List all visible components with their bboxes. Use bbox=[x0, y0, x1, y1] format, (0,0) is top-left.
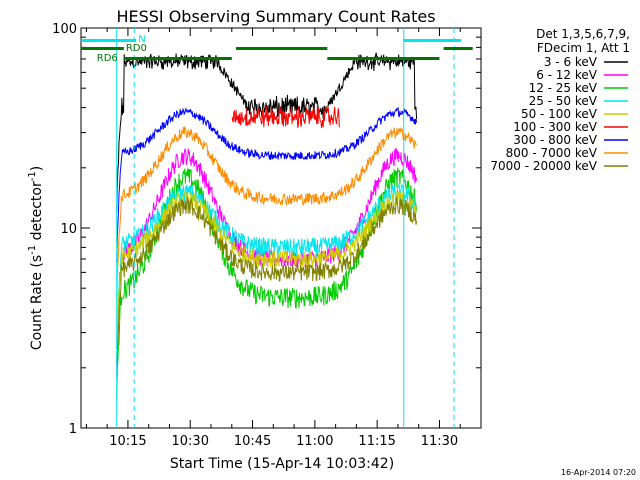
legend-item-label: 800 - 7000 keV bbox=[506, 146, 598, 160]
cyan-bar-right bbox=[403, 39, 461, 42]
y-axis-label-group: Count Rate (s-1 detector-1) bbox=[27, 166, 45, 350]
series-line bbox=[116, 167, 418, 401]
y-tick-label: 10 bbox=[60, 222, 77, 237]
n-label: N bbox=[138, 34, 145, 45]
rd-green-bar bbox=[397, 57, 440, 60]
y-axis-label-sup: -1 bbox=[27, 245, 38, 255]
rd-green-bar bbox=[81, 47, 124, 50]
x-axis-ticks: 10:15 10:30 10:45 11:00 11:15 11:30 bbox=[85, 28, 461, 449]
legend-header-line-2: FDecim 1, Att 1 bbox=[537, 41, 630, 55]
y-tick-label: 100 bbox=[52, 22, 77, 37]
y-axis-ticks: 1 10 100 bbox=[52, 22, 481, 437]
rd-green-bar bbox=[443, 47, 473, 50]
y-axis-label: Count Rate (s-1 detector-1) bbox=[27, 166, 45, 350]
series-line bbox=[116, 106, 418, 263]
legend-item-label: 3 - 6 keV bbox=[544, 55, 598, 69]
series-line bbox=[231, 105, 340, 128]
legend-item-label: 25 - 50 keV bbox=[529, 94, 598, 108]
x-tick-label: 10:15 bbox=[109, 434, 146, 449]
cyan-bar-left bbox=[81, 39, 137, 42]
y-axis-label-sup2: -1 bbox=[27, 171, 38, 181]
series-group bbox=[116, 52, 418, 401]
plot-frame bbox=[80, 27, 482, 429]
legend-item-label: 300 - 800 keV bbox=[513, 133, 597, 147]
chart-title: HESSI Observing Summary Count Rates bbox=[116, 7, 435, 26]
rd6-label: RD6 bbox=[97, 53, 118, 64]
series-line bbox=[116, 190, 417, 359]
x-axis-label: Start Time (15-Apr-14 10:03:42) bbox=[170, 456, 394, 472]
x-tick-label: 11:00 bbox=[296, 434, 333, 449]
legend-item-label: 6 - 12 keV bbox=[536, 68, 598, 82]
series-line bbox=[116, 183, 418, 349]
x-tick-label: 11:15 bbox=[358, 434, 395, 449]
rd-green-bar bbox=[235, 47, 328, 50]
y-axis-label-mid: detector bbox=[29, 181, 45, 245]
timestamp: 16-Apr-2014 07:20 bbox=[561, 468, 636, 477]
x-tick-label: 10:30 bbox=[172, 434, 209, 449]
y-axis-label-main: Count Rate (s bbox=[29, 255, 45, 350]
legend-item-label: 100 - 300 keV bbox=[513, 120, 597, 134]
rd-green-bar bbox=[123, 57, 232, 60]
legend-header-line-1: Det 1,3,5,6,7,9, bbox=[536, 27, 630, 41]
series-line bbox=[116, 125, 418, 303]
y-axis-label-end: ) bbox=[29, 166, 45, 171]
y-tick-label: 1 bbox=[69, 422, 77, 437]
rd0-label: RD0 bbox=[126, 43, 147, 54]
x-tick-label: 10:45 bbox=[234, 434, 271, 449]
series-line bbox=[116, 147, 418, 365]
rd-green-bar bbox=[327, 57, 398, 60]
legend-item-label: 50 - 100 keV bbox=[521, 107, 598, 121]
x-tick-label: 11:30 bbox=[421, 434, 458, 449]
series-line bbox=[116, 195, 418, 379]
legend-item-label: 12 - 25 keV bbox=[529, 81, 598, 95]
plot-area bbox=[80, 27, 482, 429]
legend: Det 1,3,5,6,7,9, FDecim 1, Att 1 3 - 6 k… bbox=[490, 27, 630, 173]
legend-item-label: 7000 - 20000 keV bbox=[490, 159, 597, 173]
